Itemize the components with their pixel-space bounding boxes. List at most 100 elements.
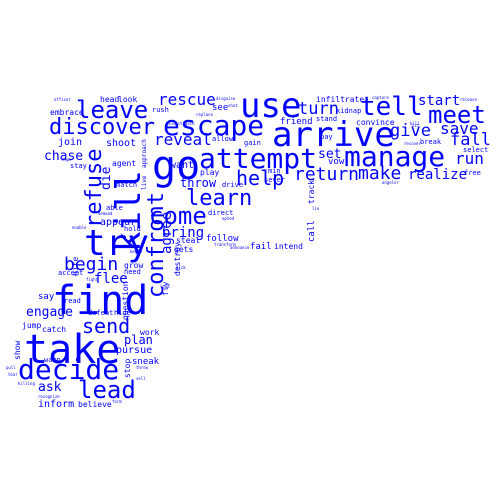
word-angelor: angelor (382, 180, 399, 185)
word-opted: opted (222, 216, 235, 221)
word-disguise: disguise (216, 96, 236, 101)
word-recognize: recognize (38, 394, 60, 399)
word-accept: accept (58, 269, 84, 277)
word-gets: gets (174, 245, 194, 254)
word-recover: recover (404, 141, 421, 146)
word-need: need (124, 268, 141, 276)
word-hold: hold (124, 225, 141, 233)
word-throw-small: throw (136, 365, 149, 370)
word-lead: lead (78, 376, 136, 404)
word-capture: capture (372, 95, 389, 100)
word-warn: warn (44, 356, 61, 364)
word-call: call (307, 220, 317, 242)
word-believe: believe (78, 400, 112, 409)
word-announce: announce (230, 245, 250, 250)
word-flee: flee (94, 271, 128, 287)
word-appear: appear (100, 217, 137, 228)
word-escape: escape (163, 109, 265, 142)
word-save: save (440, 119, 479, 138)
word-form: form (112, 399, 122, 404)
word-stand: stand (316, 115, 338, 123)
word-chase: chase (44, 149, 84, 164)
word-track: track (307, 179, 316, 204)
word-break: break (420, 138, 442, 146)
word-gain: gain (244, 139, 261, 147)
word-join: join (58, 137, 83, 148)
word-fight: fight (86, 277, 99, 282)
word-fail: fail (250, 242, 272, 252)
word-attempt: attempt (199, 142, 318, 175)
word-use: use (240, 86, 302, 126)
word-jump: jump (22, 321, 42, 330)
word-tell: tell (360, 92, 423, 122)
word-make: make (358, 163, 402, 184)
word-read: read (64, 297, 81, 305)
word-plan: plan (124, 333, 153, 347)
word-reveal: reveal (154, 130, 212, 149)
word-sneak: sneak (132, 357, 160, 367)
word-engage: engage (26, 305, 73, 320)
word-grow: grow (124, 261, 144, 270)
word-transform: transform (214, 242, 236, 247)
word-release: release (460, 97, 477, 102)
word-free: free (464, 169, 481, 177)
word-able: able (106, 204, 123, 212)
word-sit: sit (412, 123, 420, 128)
word-catch: catch (42, 325, 67, 334)
word-meet: meet (428, 101, 486, 129)
word-match: match (116, 181, 138, 189)
word-ask: ask (38, 380, 62, 395)
word-officer: officer (54, 97, 71, 102)
word-find: find (52, 278, 149, 324)
word-kidnap: kidnap (336, 107, 362, 115)
word-friend: friend (280, 117, 313, 127)
word-inform: inform (38, 399, 75, 410)
word-vow: vow (328, 157, 345, 167)
word-go: go (152, 143, 201, 189)
word-want: want (170, 160, 195, 171)
word-question: question (121, 281, 130, 320)
word-die: die (99, 166, 114, 190)
word-pick: pick (176, 265, 186, 270)
word-pursue: pursue (116, 345, 153, 356)
word-stay: stay (70, 162, 87, 170)
word-enable: enable (72, 225, 87, 230)
word-live: live (141, 175, 148, 190)
word-tear: tear (8, 372, 18, 377)
word-head: head (100, 95, 120, 104)
word-fall: fall (450, 130, 491, 150)
word-begin-small: begin (130, 249, 143, 254)
word-realize: realize (408, 167, 468, 183)
word-send: send (82, 314, 131, 338)
word-intend: intend (274, 242, 303, 251)
word-kill-small: kill (410, 121, 420, 126)
word-shoot: shoot (106, 138, 137, 149)
word-convince: convince (356, 118, 395, 127)
word-come: come (149, 202, 207, 230)
word-direct: direct (208, 209, 234, 217)
word-see: see (212, 103, 229, 113)
word-throw: throw (180, 176, 217, 190)
word-follow: follow (206, 234, 239, 244)
word-lie: lie (312, 206, 320, 211)
word-approach: approach (141, 139, 148, 168)
word-give: give (390, 121, 431, 141)
word-bring: bring (162, 225, 205, 241)
word-investigate: investigate (168, 121, 195, 126)
word-hide: hide (114, 309, 131, 317)
word-sell: sell (136, 376, 146, 381)
word-rescue: rescue (158, 90, 216, 109)
word-killing: killing (18, 381, 35, 386)
word-steal: steal (176, 236, 201, 245)
word-start: start (418, 93, 461, 109)
word-turn: turn (298, 99, 339, 119)
word-arrive: arrive (272, 115, 395, 155)
word-return: return (294, 164, 360, 185)
word-take: take (24, 327, 121, 373)
word-pay: pay (320, 133, 333, 141)
word-help: help (236, 166, 285, 190)
word-decide: decide (18, 353, 120, 386)
word-replace: replace (196, 112, 213, 117)
word-infiltrate: infiltrate (316, 95, 365, 104)
